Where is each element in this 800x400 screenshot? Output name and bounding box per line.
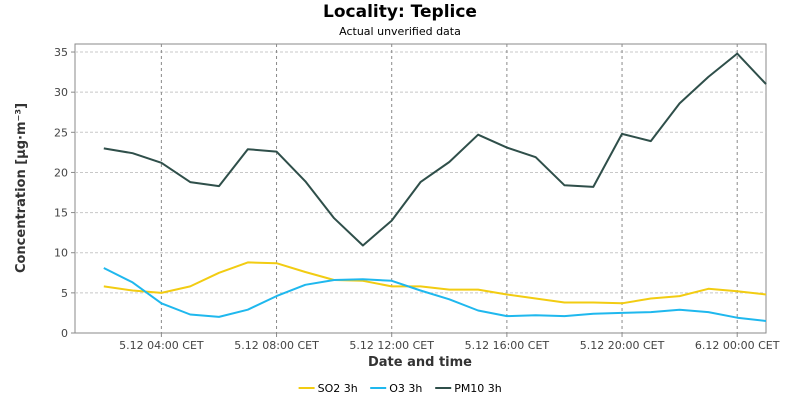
series-line-o3-3h [103,267,767,322]
series-line-pm10-3h [103,52,767,247]
chart-title: Locality: Teplice [323,2,477,22]
x-tick-label: 5.12 20:00 CET [580,339,665,352]
legend-item-o3-3h: O3 3h [370,382,422,395]
legend-label: O3 3h [389,382,422,395]
y-tick-label: 5 [61,287,68,300]
series-line-so2-3h [103,261,767,305]
x-tick-label: 5.12 12:00 CET [349,339,434,352]
x-tick-label: 5.12 16:00 CET [465,339,550,352]
x-axis-title: Date and time [368,355,472,370]
y-tick-label: 35 [54,46,68,59]
x-axis-ticks: 5.12 04:00 CET 5.12 08:00 CET 5.12 12:00 C… [119,333,780,352]
grid-lines [75,44,766,333]
legend-item-pm10-3h: PM10 3h [435,382,502,395]
x-tick-label: 6.12 00:00 CET [695,339,780,352]
x-tick-label: 5.12 08:00 CET [234,339,319,352]
legend-label: SO2 3h [318,382,358,395]
legend-label: PM10 3h [454,382,502,395]
y-axis-title: Concentration [µg·m⁻³] [14,103,29,273]
y-tick-label: 0 [61,327,68,340]
y-tick-label: 30 [54,86,68,99]
y-tick-label: 15 [54,207,68,220]
y-tick-label: 25 [54,126,68,139]
y-tick-label: 10 [54,247,68,260]
series-lines [103,52,767,322]
x-tick-label: 5.12 04:00 CET [119,339,204,352]
legend-item-so2-3h: SO2 3h [298,382,358,395]
y-tick-label: 20 [54,166,68,179]
y-axis-ticks: 0 5 10 15 20 25 30 35 [54,46,75,340]
chart-subtitle: Actual unverified data [339,25,461,38]
legend: SO2 3h O3 3h PM10 3h [298,382,502,395]
